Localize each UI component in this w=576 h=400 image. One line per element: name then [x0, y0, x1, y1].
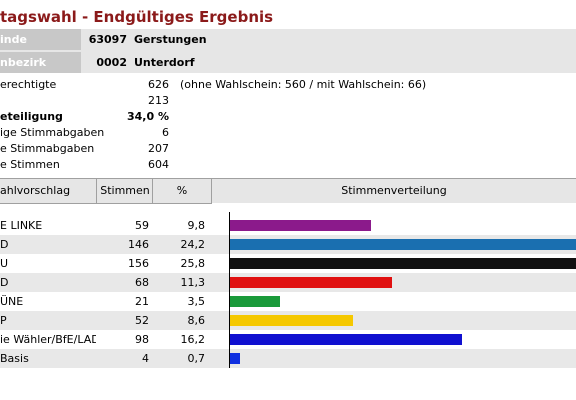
chart-axis [229, 212, 230, 368]
gemeinde-name: Gerstungen [134, 33, 207, 46]
vote-percent: 11,3 [180, 276, 206, 289]
vote-bar [230, 277, 393, 288]
gemeinde-value: 63097 Gerstungen [81, 29, 576, 50]
header-party: ahlvorschlag [0, 184, 71, 197]
vote-percent: 25,8 [180, 257, 206, 270]
vote-count: 68 [135, 276, 149, 289]
vote-percent: 0,7 [187, 352, 206, 365]
result-row: ÜNE 21 3,5 [0, 292, 576, 311]
stat-value: 604 [148, 158, 169, 171]
stat-value: 626 [148, 78, 169, 91]
party-name: E LINKE [0, 219, 43, 232]
vote-bar [230, 296, 281, 307]
stat-label: erechtigte [0, 78, 57, 91]
vote-percent: 9,8 [187, 219, 206, 232]
party-name: D [0, 238, 9, 251]
page-title: tagswahl - Endgültiges Ergebnis [0, 8, 274, 26]
vote-percent: 8,6 [187, 314, 206, 327]
header-chart: Stimmenverteilung [341, 184, 447, 197]
vote-bar [230, 258, 576, 269]
stat-label: e Stimmabgaben [0, 142, 95, 155]
party-name: P [0, 314, 7, 327]
bezirk-row: nbezirk 0002 Unterdorf [0, 52, 576, 73]
bezirk-number: 0002 [96, 56, 127, 69]
stat-value: 34,0 % [127, 110, 169, 123]
party-name: Basis [0, 352, 29, 365]
bezirk-name: Unterdorf [134, 56, 195, 69]
party-name: ÜNE [0, 295, 24, 308]
stat-row-turnout: eteiligung 34,0 % [0, 109, 576, 125]
stat-note: (ohne Wahlschein: 560 / mit Wahlschein: … [180, 78, 427, 91]
stat-value: 6 [162, 126, 169, 139]
stat-label: e Stimmen [0, 158, 60, 171]
results-table-header: ahlvorschlag Stimmen % Stimmenverteilung [0, 178, 576, 204]
result-row: Basis 4 0,7 [0, 349, 576, 368]
vote-percent: 24,2 [180, 238, 206, 251]
vote-bar [230, 220, 371, 231]
vote-count: 4 [142, 352, 149, 365]
vote-bar [230, 353, 241, 364]
party-name: D [0, 276, 9, 289]
gemeinde-label: inde [0, 29, 81, 50]
gemeinde-number: 63097 [88, 33, 127, 46]
stat-row-valid: e Stimmabgaben 207 [0, 141, 576, 157]
vote-bar [230, 334, 463, 345]
vote-count: 59 [135, 219, 149, 232]
gemeinde-row: inde 63097 Gerstungen [0, 29, 576, 50]
vote-count: 21 [135, 295, 149, 308]
area-info-table: inde 63097 Gerstungen nbezirk 0002 Unterdo… [0, 29, 576, 73]
result-row: E LINKE 59 9,8 [0, 216, 576, 235]
bezirk-value: 0002 Unterdorf [81, 52, 576, 73]
vote-percent: 16,2 [180, 333, 206, 346]
stat-value: 213 [148, 94, 169, 107]
vote-percent: 3,5 [187, 295, 206, 308]
stat-row-votes: e Stimmen 604 [0, 157, 576, 173]
stat-value: 207 [148, 142, 169, 155]
party-name: U [0, 257, 9, 270]
vote-count: 146 [128, 238, 149, 251]
stat-label: ige Stimmabgaben [0, 126, 105, 139]
vote-count: 52 [135, 314, 149, 327]
header-percent: % [176, 184, 188, 197]
stat-row-voters: 213 [0, 93, 576, 109]
result-row: U 156 25,8 [0, 254, 576, 273]
party-name: ie Wähler/BfE/LAD [0, 333, 96, 346]
stat-row-invalid: ige Stimmabgaben 6 [0, 125, 576, 141]
vote-count: 98 [135, 333, 149, 346]
turnout-stats: erechtigte 626 (ohne Wahlschein: 560 / m… [0, 77, 576, 173]
header-votes: Stimmen [100, 184, 150, 197]
stat-label: eteiligung [0, 110, 63, 123]
stat-row-eligible: erechtigte 626 (ohne Wahlschein: 560 / m… [0, 77, 576, 93]
vote-bar [230, 239, 576, 250]
vote-bar [230, 315, 354, 326]
result-row: ie Wähler/BfE/LAD 98 16,2 [0, 330, 576, 349]
bezirk-label: nbezirk [0, 52, 81, 73]
vote-count: 156 [128, 257, 149, 270]
